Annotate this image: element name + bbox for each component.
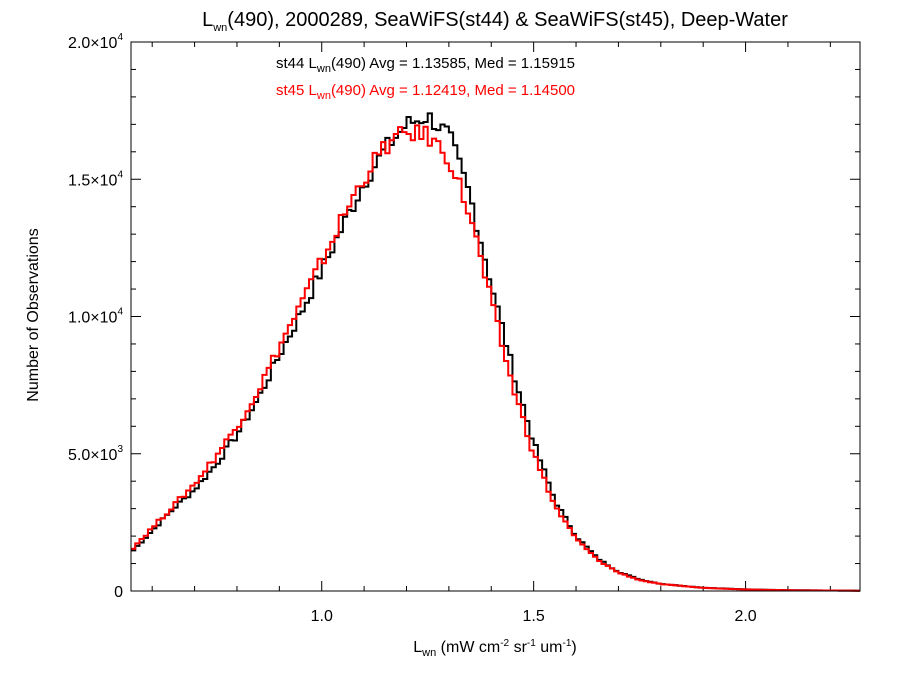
series-st45-line <box>131 124 860 592</box>
x-tick-label: 1.0 <box>311 608 333 625</box>
x-tick-label: 2.0 <box>734 608 756 625</box>
plot-frame <box>130 41 861 592</box>
y-tick-label: 1.5×104 <box>68 169 123 189</box>
x-axis-label: Lwn (mW cm-2 sr-1 um-1) <box>413 638 576 659</box>
stat-annotation-st44: st44 Lwn(490) Avg = 1.13585, Med = 1.159… <box>276 55 575 75</box>
y-tick-label: 0 <box>114 584 123 601</box>
y-axis-label: Number of Observations <box>25 228 42 401</box>
y-tick-label: 5.0×103 <box>68 444 123 464</box>
axis-ticks: 1.0 1.5 2.0 0 5.0×103 1.0×104 1.5×104 2.0×104 <box>68 32 860 625</box>
chart-title: Lwn(490), 2000289, SeaWiFS(st44) & SeaWi… <box>202 9 788 34</box>
y-tick-label: 1.0×104 <box>68 307 123 327</box>
x-tick-label: 1.5 <box>523 608 545 625</box>
stat-annotation-st45: st45 Lwn(490) Avg = 1.12419, Med = 1.145… <box>276 82 575 102</box>
series-group <box>131 112 860 592</box>
y-tick-label: 2.0×104 <box>68 32 123 52</box>
series-st44-line <box>131 112 860 592</box>
